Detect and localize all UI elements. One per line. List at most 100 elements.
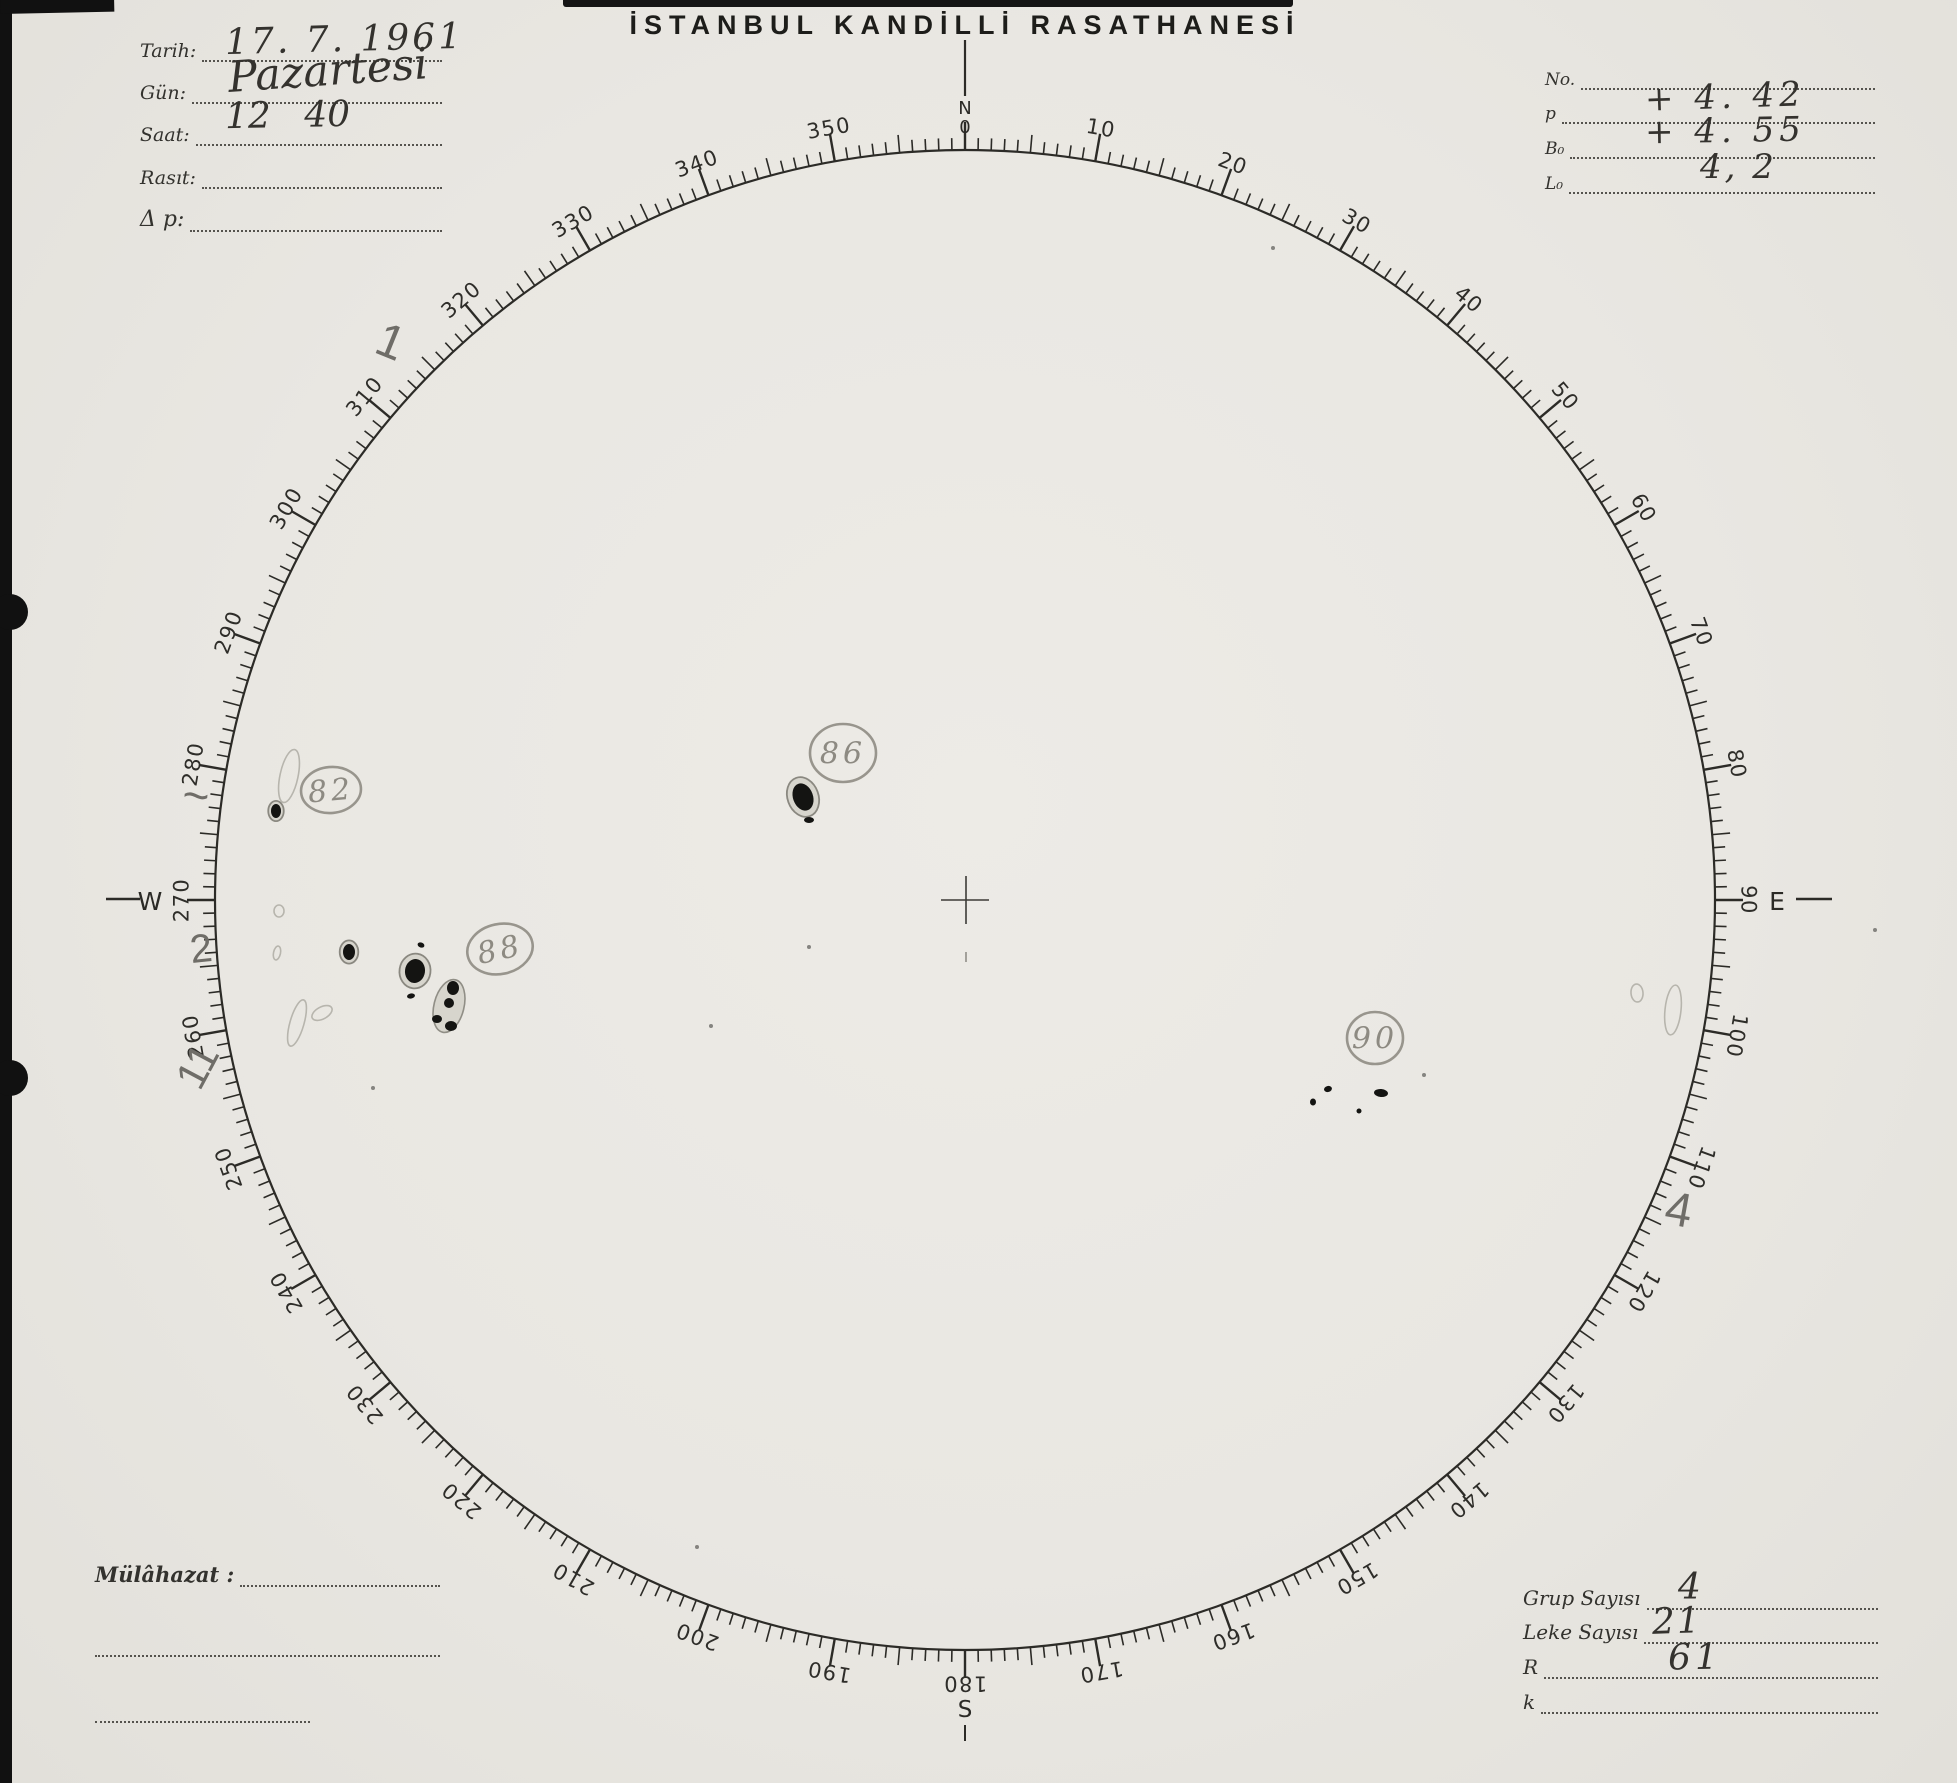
degree-label-80: 80 (1722, 747, 1751, 780)
sunspot-group-label-90: 90 (1345, 1010, 1405, 1066)
handwritten-l0-value: 4, 2 (1700, 147, 1777, 187)
scan-edge-bump (0, 594, 28, 630)
sunspot-umbra (1310, 1098, 1316, 1106)
faint-penumbra-outline (273, 904, 285, 918)
field-p-label: p (1545, 104, 1556, 124)
pencil-annotation: ~ (180, 768, 212, 823)
degree-label-30: 30 (1338, 204, 1376, 240)
sunspot-umbra (804, 817, 814, 823)
degree-label-320: 320 (436, 276, 486, 323)
field-p: p (1545, 98, 1875, 124)
dotted-line (1644, 1637, 1878, 1644)
svg-text:86: 86 (820, 737, 866, 772)
sunspot-umbra (343, 944, 355, 960)
degree-label-220: 220 (436, 1477, 486, 1524)
field-gun-label: Gün: (140, 82, 187, 104)
field-leke-sayisi: Leke Sayısı (1523, 1618, 1878, 1644)
dotted-line (1541, 1707, 1878, 1714)
sunspot-umbra (445, 1021, 457, 1031)
sunspot-group-labels: 82 86 88 90 (299, 722, 1405, 1066)
notes-line-2 (95, 1631, 440, 1657)
degree-label-290: 290 (210, 607, 248, 657)
field-l0-label: L₀ (1545, 174, 1564, 194)
field-saat-label: Saat: (140, 124, 190, 146)
notes-line-3 (95, 1697, 310, 1723)
center-cross (941, 876, 989, 962)
paper-speck (807, 945, 811, 949)
sunspot-umbra (271, 804, 281, 818)
degree-label-100: 100 (1721, 1012, 1752, 1060)
field-k: k (1523, 1688, 1878, 1714)
east-label: E (1769, 887, 1785, 916)
sunspot-umbra (404, 959, 426, 983)
sunspot-umbra (1324, 1085, 1332, 1093)
field-mulahazat-label: Mülâhazat : (95, 1562, 235, 1587)
field-rasit: Rasıt: (140, 163, 442, 189)
faint-penumbra-outline (286, 999, 308, 1047)
dotted-line (1581, 83, 1875, 90)
degree-label-300: 300 (265, 483, 308, 534)
degree-labels: 1020304050607080901001101201301401501601… (169, 113, 1760, 1696)
degree-label-180: 180 (943, 1672, 988, 1696)
cardinal-markers: N0 S W E (106, 40, 1832, 1741)
dotted-line (1569, 187, 1875, 194)
degree-label-170: 170 (1077, 1656, 1125, 1687)
dotted-line (1646, 1603, 1878, 1610)
degree-label-270: 270 (169, 878, 193, 923)
scan-edge-strip (0, 0, 12, 1783)
sunspot-umbra (432, 1015, 442, 1023)
svg-text:88: 88 (474, 928, 526, 972)
degree-label-230: 230 (341, 1379, 388, 1429)
field-rasit-label: Rasıt: (140, 167, 196, 189)
sunspot-group-label-86: 86 (808, 722, 878, 784)
faint-penumbra-outline (1630, 983, 1644, 1003)
field-r-label: R (1523, 1655, 1539, 1679)
dotted-line (95, 1716, 310, 1723)
handwritten-group-count: 4 (1678, 1567, 1701, 1608)
sunspot-umbra (1356, 1108, 1362, 1114)
paper-speck (1271, 246, 1275, 250)
degree-label-210: 210 (548, 1557, 599, 1600)
degree-label-190: 190 (805, 1656, 853, 1687)
pencil-annotation: 1 (368, 313, 413, 372)
page-title: İSTANBUL KANDİLLİ RASATHANESİ (629, 10, 1301, 40)
field-no-label: No. (1545, 70, 1576, 90)
west-label: W (138, 887, 163, 916)
dotted-line (195, 139, 442, 146)
paper-speck (695, 1545, 699, 1549)
field-delta-p: Δ p: (140, 206, 442, 232)
pencil-annotation: 4 (1661, 1182, 1697, 1239)
degree-label-120: 120 (1622, 1267, 1665, 1318)
degree-label-250: 250 (210, 1143, 248, 1193)
sunspot-umbra (407, 993, 415, 999)
dotted-line (1544, 1672, 1878, 1679)
dotted-line (201, 182, 442, 189)
svg-text:82: 82 (307, 772, 356, 811)
faint-penumbra-outline (311, 1004, 333, 1022)
dotted-line (1561, 117, 1875, 124)
dotted-line (95, 1650, 440, 1657)
field-delta-p-label: Δ p: (140, 207, 185, 232)
degree-label-160: 160 (1208, 1617, 1258, 1655)
dotted-line (1570, 152, 1875, 159)
degree-label-330: 330 (548, 200, 599, 243)
paper-speck (1873, 928, 1877, 932)
degree-label-350: 350 (805, 113, 853, 144)
faint-penumbra-outline (277, 748, 301, 804)
dotted-line (202, 55, 442, 62)
degree-label-150: 150 (1332, 1557, 1383, 1600)
degree-label-310: 310 (341, 371, 388, 421)
paper-speck (371, 1086, 375, 1090)
degree-label-140: 140 (1444, 1477, 1494, 1524)
field-r: R (1523, 1653, 1878, 1679)
field-no: No. (1545, 64, 1875, 90)
field-grup-sayisi-label: Grup Sayısı (1523, 1586, 1641, 1610)
degree-label-10: 10 (1084, 114, 1117, 143)
dotted-line (190, 225, 442, 232)
sunspot-umbra (417, 942, 425, 948)
degree-ticks (187, 122, 1743, 1678)
paper-speck (1422, 1073, 1426, 1077)
degree-label-240: 240 (265, 1267, 308, 1318)
